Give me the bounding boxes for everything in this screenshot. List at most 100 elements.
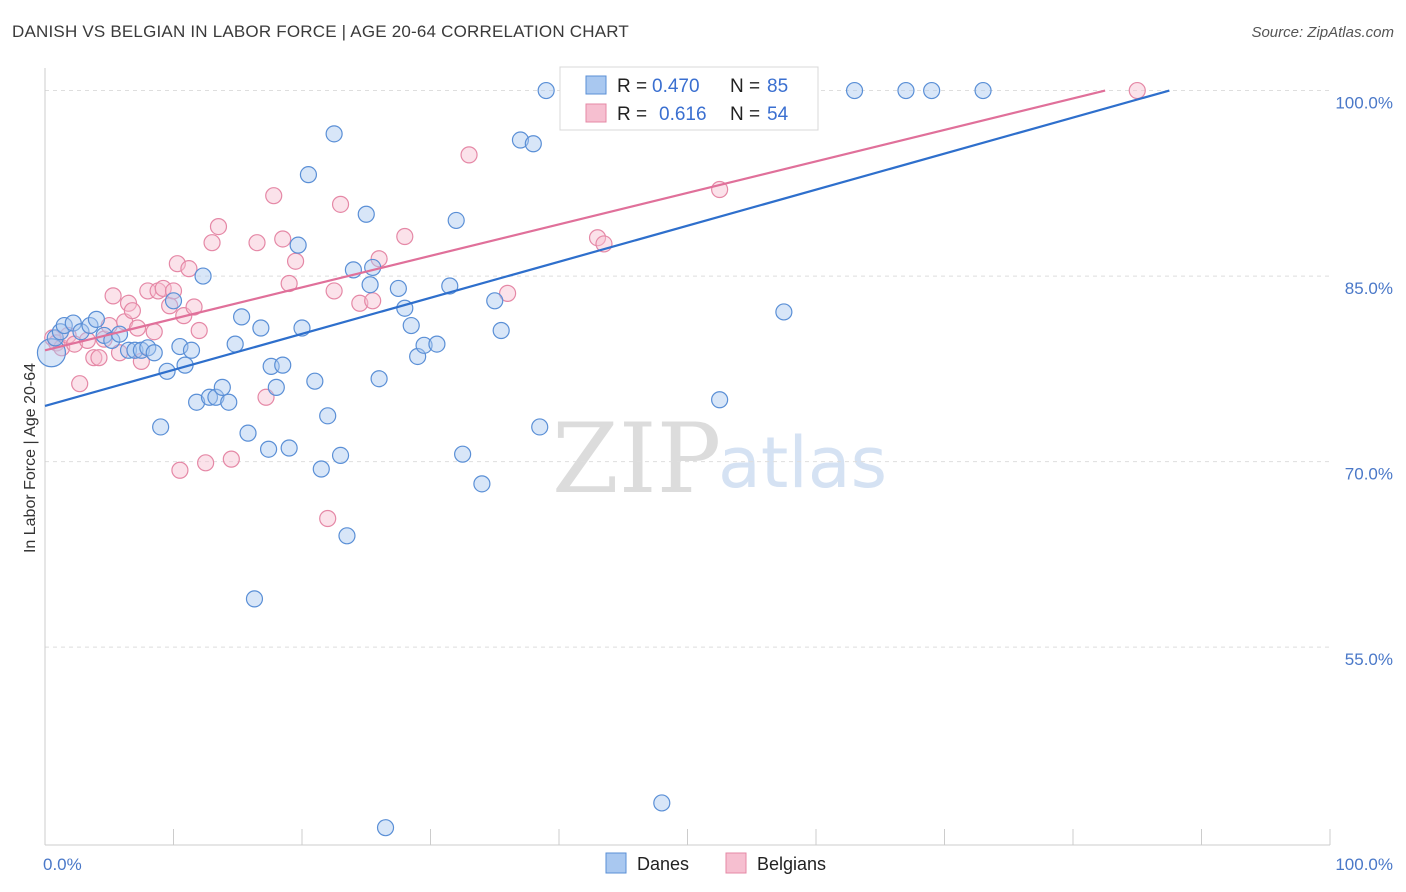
y-tick-label: 100.0% (1335, 94, 1393, 113)
danes-point (364, 258, 382, 277)
belgians-series-swatch (725, 852, 747, 874)
danes-point (145, 344, 163, 362)
danes-point (267, 378, 285, 396)
x-tick-label: 0.0% (43, 855, 82, 874)
gridlines (45, 90, 1330, 648)
danes-legend-swatch (585, 75, 607, 95)
danes-point (653, 794, 671, 812)
danes-point (454, 445, 472, 463)
danes-series-label: Danes (637, 854, 689, 874)
danes-point (357, 205, 375, 223)
danes-point (72, 323, 90, 341)
danes-point (289, 236, 307, 254)
danes-point (974, 81, 992, 100)
belgians-point (364, 292, 382, 310)
belgians-point (588, 229, 607, 247)
danes-r-label: R = (617, 76, 647, 97)
belgians-point (222, 450, 240, 468)
watermark-zip: ZIP (552, 403, 721, 515)
y-tick-label: 85.0% (1345, 279, 1393, 298)
danes-point (531, 418, 549, 436)
belgians-point (190, 321, 208, 340)
danes-n-label: N = (730, 76, 760, 97)
danes-trend-line (44, 89, 1170, 407)
belgians-point (203, 234, 221, 252)
y-axis-label: In Labor Force | Age 20-64 (22, 363, 39, 553)
belgians-point (85, 349, 103, 367)
danes-point (389, 279, 407, 298)
danes-n-value: 85 (767, 76, 788, 97)
source-credit: Source: ZipAtlas.com (1251, 24, 1394, 41)
danes-point (259, 440, 278, 458)
belgians-point (104, 287, 122, 305)
danes-point (524, 135, 542, 153)
watermark-atlas: atlas (718, 422, 887, 504)
belgians-point (286, 252, 305, 270)
belgians-point (274, 230, 292, 248)
danes-point (233, 308, 251, 326)
x-tick-label: 100.0% (1335, 855, 1393, 874)
belgians-point (185, 298, 203, 316)
danes-point (319, 407, 337, 425)
belgians-point (499, 284, 517, 302)
belgians-points (44, 81, 1146, 528)
series-legend: Danes Belgians (605, 852, 826, 874)
belgians-point (460, 146, 478, 164)
belgians-point (319, 509, 337, 528)
danes-point (486, 292, 504, 310)
belgians-n-value: 54 (767, 104, 789, 125)
danes-point (376, 819, 395, 837)
belgians-point (325, 282, 343, 300)
belgians-point (331, 195, 350, 213)
danes-point (164, 292, 183, 310)
danes-point (775, 303, 793, 321)
danes-point (119, 341, 138, 359)
danes-point (473, 475, 491, 493)
danes-point (492, 321, 510, 340)
danes-point (415, 336, 433, 354)
belgians-point (370, 250, 388, 268)
danes-point (81, 316, 99, 335)
belgians-point (145, 323, 163, 341)
y-tick-labels: 55.0% 70.0% 85.0% 100.0% (1335, 94, 1393, 670)
danes-point (252, 319, 270, 337)
danes-point (331, 446, 350, 465)
danes-point (126, 341, 144, 359)
axes (44, 68, 1331, 846)
danes-point (213, 378, 231, 396)
watermark: ZIP atlas (552, 403, 887, 515)
danes-point (239, 424, 257, 442)
y-tick-label: 70.0% (1345, 465, 1393, 484)
belgians-point (396, 227, 414, 246)
belgians-point (265, 187, 283, 205)
danes-point (441, 277, 459, 295)
stats-legend: R = 0.470 N = 85 R = 0.616 N = 54 (559, 66, 819, 131)
danes-point (428, 335, 446, 353)
belgians-n-label: N = (730, 104, 760, 125)
belgians-point (123, 302, 141, 320)
danes-point (220, 393, 238, 411)
danes-series-swatch (605, 852, 627, 874)
danes-point (188, 393, 206, 411)
belgians-trend-line (44, 89, 1106, 352)
belgians-point (197, 454, 215, 472)
danes-point (200, 388, 219, 406)
danes-point (402, 316, 420, 335)
danes-point (511, 131, 530, 149)
x-tick-labels: 0.0% 100.0% (43, 855, 1393, 874)
danes-point (152, 418, 170, 436)
belgians-point (257, 388, 275, 406)
belgians-legend-swatch (585, 103, 607, 123)
y-tick-label: 55.0% (1345, 650, 1393, 669)
danes-point (361, 276, 379, 294)
belgians-r-value: 0.616 (659, 104, 707, 125)
danes-point (711, 391, 729, 409)
danes-point (325, 125, 343, 143)
danes-point (299, 166, 318, 184)
belgians-point (164, 282, 183, 300)
danes-point (923, 81, 941, 100)
danes-point (194, 267, 212, 285)
danes-point (312, 460, 330, 478)
belgians-r-label: R = (617, 104, 647, 125)
